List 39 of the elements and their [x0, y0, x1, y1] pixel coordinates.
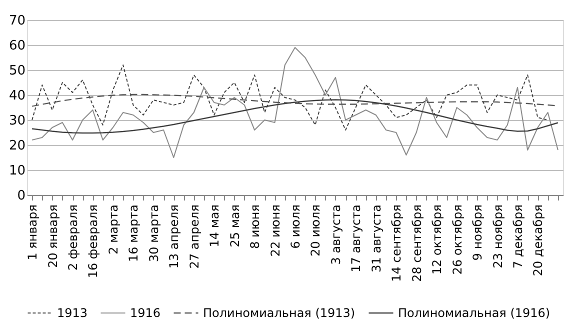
- x-tick-label: 6 июля: [288, 204, 302, 249]
- y-tick-label: 40: [8, 88, 26, 104]
- x-tick-label: 14 сентября: [390, 204, 404, 282]
- x-tick-label: 23 ноября: [490, 204, 505, 268]
- y-tick-label: 30: [8, 114, 26, 128]
- x-tick-label: 7 декабря: [510, 204, 525, 268]
- x-tick-label: 16 марта: [126, 204, 141, 262]
- x-tick-label: 28 сентября: [410, 204, 424, 282]
- y-tick-label: 50: [8, 64, 26, 78]
- x-tick-label: 22 июня: [268, 204, 282, 257]
- legend-label: 1913: [57, 306, 88, 320]
- x-tick-label: 9 ноября: [470, 204, 485, 261]
- x-tick-label: 27 апреля: [187, 204, 202, 269]
- x-tick-label: 3 августа: [328, 204, 343, 265]
- y-tick-label: 60: [8, 38, 26, 54]
- x-tick-label: 12 октября: [430, 204, 444, 275]
- x-tick-label: 14 мая: [208, 204, 222, 248]
- x-tick-label: 2 февраля: [66, 204, 80, 271]
- x-tick-label: 31 августа: [369, 204, 384, 272]
- x-tick-label: 20 июля: [308, 204, 323, 256]
- line-series: [32, 46, 558, 158]
- x-tick-label: 8 июня: [248, 204, 262, 249]
- x-tick-label: 25 мая: [228, 204, 242, 248]
- x-tick-label: 1 января: [26, 204, 40, 260]
- x-tick-label: 30 марта: [146, 204, 161, 262]
- x-tick-label: 2 марта: [106, 204, 120, 254]
- legend-label: 1916: [130, 306, 161, 320]
- y-tick-label: 70: [8, 14, 26, 28]
- x-tick-label: 17 августа: [349, 204, 364, 272]
- x-tick-label: 26 октября: [450, 204, 464, 275]
- x-tick-label: 13 апреля: [167, 204, 182, 269]
- y-tick-label: 10: [8, 164, 26, 178]
- y-tick-label: 20: [8, 138, 26, 154]
- legend-label: Полиномиальная (1916): [398, 306, 550, 320]
- x-tick-label: 20 декабря: [531, 204, 546, 276]
- legend-label: Полиномиальная (1913): [203, 306, 356, 320]
- x-tick-label: 20 января: [46, 204, 60, 268]
- y-tick-label: 0: [17, 188, 26, 204]
- x-tick-label: 16 февраля: [86, 204, 100, 278]
